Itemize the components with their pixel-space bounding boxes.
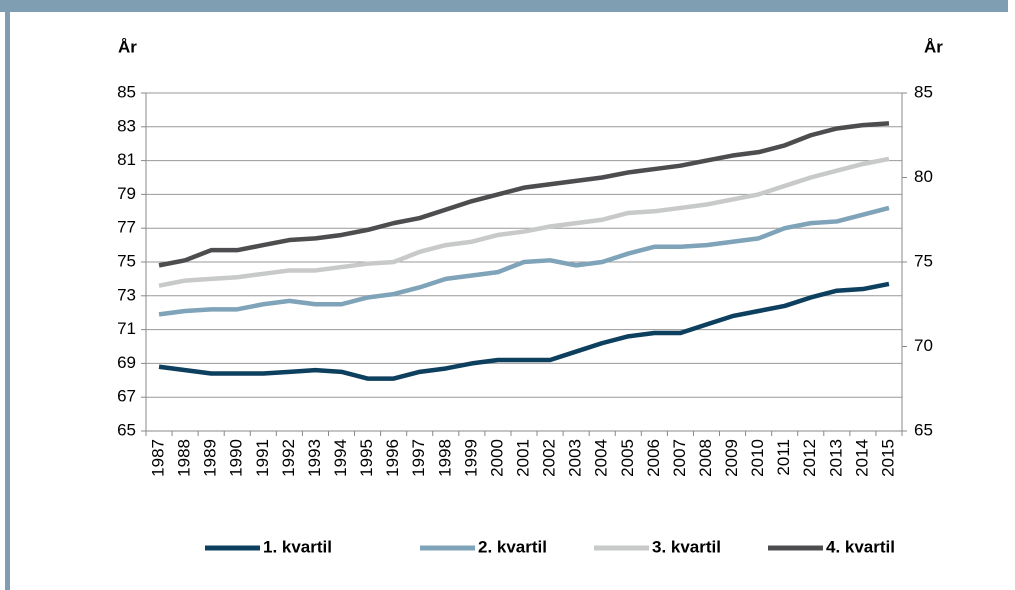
x-tick-label: 1987 [149,439,168,477]
x-tick-label: 2007 [670,439,689,477]
x-tick-label: 2011 [774,439,793,476]
x-tick-label: 1994 [331,439,350,477]
x-tick-label: 2003 [566,439,585,477]
x-tick-label: 2002 [540,439,559,477]
x-tick-label: 2012 [800,439,819,477]
x-tick-label: 2001 [513,439,532,477]
y-tick-label: 79 [117,184,136,203]
y-tick-label: 71 [117,319,136,338]
y-tick-label: 81 [117,150,136,169]
x-tick-label: 1988 [175,439,194,477]
y2-tick-label: 85 [914,82,933,101]
legend-label: 3. kvartil [652,537,721,556]
legend-label: 1. kvartil [263,537,332,556]
frame-left [5,0,10,590]
y-tick-label: 65 [117,420,136,439]
x-tick-label: 1995 [357,439,376,477]
line-series [158,205,890,317]
header-band [0,0,1008,12]
line-series [158,121,890,268]
x-tick-label: 1997 [409,439,428,477]
legend-label: 4. kvartil [826,537,895,556]
y-tick-label: 83 [117,116,136,135]
x-tick-label: 2014 [852,439,871,477]
x-tick-label: 2009 [722,439,741,477]
y2-tick-label: 75 [914,251,933,270]
y-tick-label: 77 [117,218,136,237]
x-tick-label: 2000 [487,439,506,477]
x-tick-label: 2005 [618,439,637,477]
x-tick-label: 1992 [279,439,298,477]
x-tick-label: 1989 [201,439,220,477]
x-tick-label: 1998 [435,439,454,477]
line-series [158,156,890,288]
y-axis-label: År [118,37,137,56]
x-tick-label: 2010 [748,439,767,477]
y2-axis-label: År [924,37,943,56]
x-tick-label: 1990 [227,439,246,477]
y-tick-label: 67 [117,387,136,406]
x-tick-label: 2015 [878,439,897,477]
x-tick-label: 1999 [461,439,480,477]
y-tick-label: 75 [117,251,136,270]
x-tick-label: 1996 [383,439,402,477]
x-tick-label: 2004 [592,439,611,477]
x-tick-label: 1991 [253,439,272,477]
y2-tick-label: 65 [914,420,933,439]
y-tick-label: 85 [117,82,136,101]
y-tick-label: 69 [117,353,136,372]
y2-tick-label: 80 [914,167,933,186]
line-series [158,281,890,381]
legend-label: 2. kvartil [478,537,547,556]
y2-tick-label: 70 [914,336,933,355]
x-tick-label: 1993 [305,439,324,477]
x-tick-label: 2013 [826,439,845,477]
y-tick-label: 73 [117,285,136,304]
x-tick-label: 2006 [644,439,663,477]
x-tick-label: 2008 [696,439,715,477]
